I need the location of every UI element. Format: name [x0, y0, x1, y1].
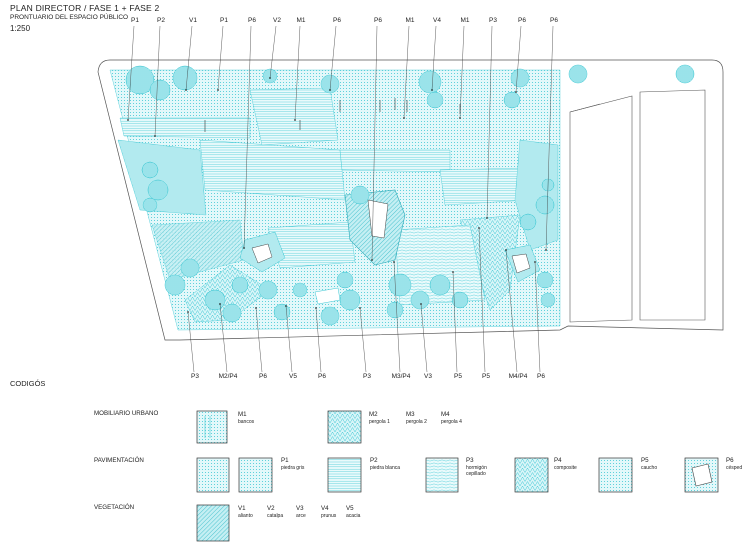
legend-code-v5: V5 — [346, 505, 354, 512]
legend-code-m3: M3 — [406, 411, 415, 418]
legend-code-v1: V1 — [238, 505, 246, 512]
legend-code-p6: P6 — [726, 457, 734, 464]
legend-code-p4: P4 — [554, 457, 562, 464]
legend-label-m2: pergola 1 — [369, 419, 390, 425]
legend-label-v2: catalpa — [267, 513, 284, 519]
legend-label-m4: pergola 4 — [441, 419, 462, 425]
plan-tag-top: P1 — [220, 17, 228, 24]
plan-tag-top: P1 — [131, 17, 139, 24]
plan-tag-top: V4 — [433, 17, 441, 24]
plan-tag-bottom: V3 — [424, 373, 432, 380]
legend-label-p6: césped — [726, 465, 743, 471]
legend-label-v5: acacia — [346, 513, 361, 519]
plan-tag-bottom: P6 — [537, 373, 545, 380]
plan-tag-bottom: M4/P4 — [508, 373, 528, 380]
plan-tag-bottom: P5 — [454, 373, 462, 380]
plan-tag-bottom: M2/P4 — [218, 373, 238, 380]
plan-tag-top: M1 — [460, 17, 470, 24]
legend-code-v2: V2 — [267, 505, 275, 512]
plan-tag-top: P6 — [550, 17, 558, 24]
legend-title: CODIGÓS — [10, 379, 46, 388]
legend-code-p3: P3 — [466, 457, 474, 464]
legend-label-v3: arce — [296, 513, 306, 519]
plan-tag-bottom: P3 — [363, 373, 371, 380]
legend-code-m1: M1 — [238, 411, 247, 418]
plan-tag-bottom: P6 — [259, 373, 267, 380]
plan-tag-top: V2 — [273, 17, 281, 24]
legend-code-m4: M4 — [441, 411, 450, 418]
plan-tag-bottom: V5 — [289, 373, 297, 380]
legend-label-m1: bancos — [238, 419, 255, 425]
plan-tag-bottom: M3/P4 — [391, 373, 411, 380]
legend-code-v3: V3 — [296, 505, 304, 512]
plan-tag-top: P6 — [248, 17, 256, 24]
plan-tag-top: V1 — [189, 17, 197, 24]
plan-tag-bottom: P5 — [482, 373, 490, 380]
plan-tag-top: P3 — [489, 17, 497, 24]
legend-section-vegetacion: VEGETACIÓN — [94, 504, 135, 511]
plan-title: PLAN DIRECTOR / FASE 1 + FASE 2 — [10, 3, 160, 13]
plan-tag-bottom: P3 — [191, 373, 199, 380]
plan-tag-bottom: P6 — [318, 373, 326, 380]
plan-scale: 1:250 — [10, 24, 31, 33]
plan-tag-top: M1 — [296, 17, 306, 24]
plan-tag-top: P6 — [374, 17, 382, 24]
legend-label-v1: alianto — [238, 513, 253, 519]
legend-label-p1: piedra gris — [281, 465, 305, 471]
plan-tag-top: P6 — [518, 17, 526, 24]
plan-subtitle: PRONTUARIO DEL ESPACIO PÚBLICO — [10, 14, 129, 21]
plan-tag-top: P2 — [157, 17, 165, 24]
legend-code-m2: M2 — [369, 411, 378, 418]
legend-label-p3: hormigón cepillado — [466, 465, 487, 477]
plan-tag-top: M1 — [405, 17, 415, 24]
legend-label-p2: piedra blanca — [370, 465, 401, 471]
legend-code-p1: P1 — [281, 457, 289, 464]
legend-code-v4: V4 — [321, 505, 329, 512]
legend-label-m3: pergola 2 — [406, 419, 427, 425]
plan-tag-top: P6 — [333, 17, 341, 24]
legend-code-p5: P5 — [641, 457, 649, 464]
legend-label-p5: caucho — [641, 465, 658, 471]
legend-label-v4: prunus — [321, 513, 337, 519]
legend-code-p2: P2 — [370, 457, 378, 464]
legend-section-pavimentacion: PAVIMENTACIÓN — [94, 457, 144, 464]
legend-label-p4: composite — [554, 465, 577, 471]
legend-section-mobiliario: MOBILIARIO URBANO — [94, 410, 159, 417]
